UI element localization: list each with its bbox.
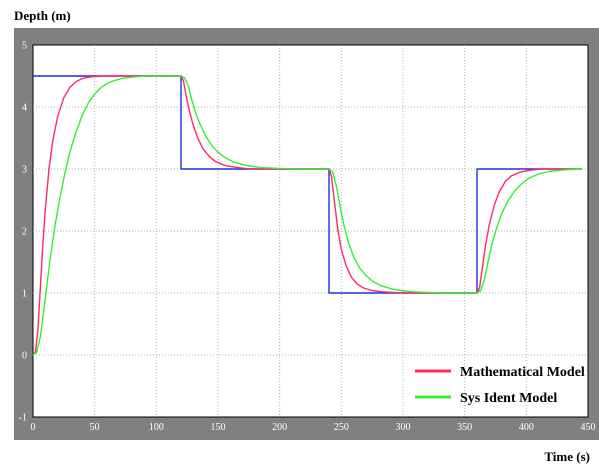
x-tick-labels: 0 50 100 150 200 250 300 350 400 450 xyxy=(31,422,596,433)
x-tick-label: 250 xyxy=(334,422,349,433)
legend: Mathematical Model Sys Ident Model xyxy=(415,365,585,406)
y-tick-label: -1 xyxy=(19,413,27,424)
y-tick-label: 2 xyxy=(22,227,27,238)
x-axis-title: Time (s) xyxy=(544,449,590,464)
y-tick-label: 1 xyxy=(22,289,27,300)
legend-label-mathematical: Mathematical Model xyxy=(460,365,585,380)
y-tick-label: 5 xyxy=(22,41,27,52)
series-line-setpoint xyxy=(33,75,576,294)
x-tick-label: 350 xyxy=(457,422,472,433)
y-axis-title: Depth (m) xyxy=(14,8,71,23)
y-tick-label: 4 xyxy=(22,103,27,114)
x-tick-label: 50 xyxy=(90,422,100,433)
x-tick-label: 200 xyxy=(272,422,287,433)
x-tick-label: 300 xyxy=(396,422,411,433)
y-tick-label: 0 xyxy=(22,351,27,362)
legend-label-sys-ident: Sys Ident Model xyxy=(460,391,557,406)
x-tick-label: 150 xyxy=(211,422,226,433)
x-tick-label: 450 xyxy=(581,422,596,433)
y-tick-label: 3 xyxy=(22,165,27,176)
x-tick-label: 100 xyxy=(149,422,164,433)
x-tick-label: 0 xyxy=(31,422,36,433)
x-tick-label: 400 xyxy=(519,422,534,433)
series-line-mathematical xyxy=(32,75,582,356)
y-tick-labels: -1 0 1 2 3 4 5 xyxy=(19,41,27,424)
series-lines xyxy=(32,75,582,356)
series-line-sys-ident xyxy=(32,75,582,356)
